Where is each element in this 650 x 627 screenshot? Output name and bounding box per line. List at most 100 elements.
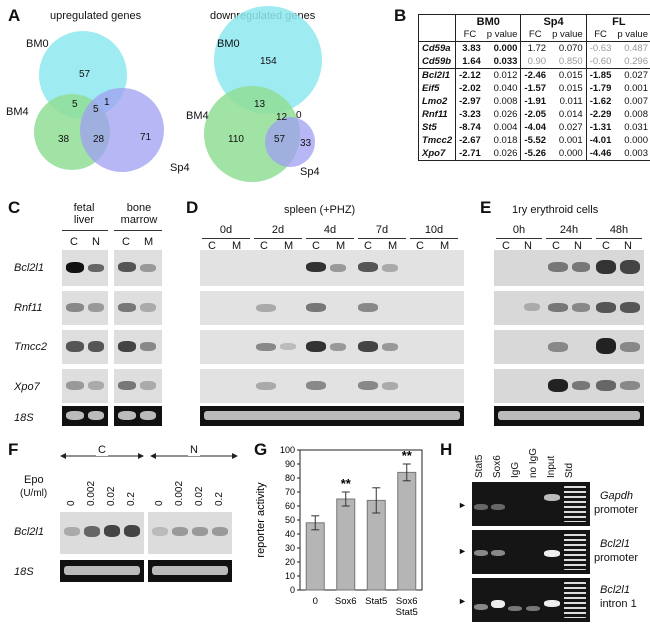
venn-up-bm4-only: 38 xyxy=(58,134,70,145)
table-group-sp4: Sp4 xyxy=(520,15,587,28)
table-cell: 0.026 xyxy=(493,109,518,120)
h-lane-label: Std xyxy=(564,462,575,478)
d-title: spleen (+PHZ) xyxy=(284,204,356,216)
f-dose-label: 0.2 xyxy=(126,492,137,506)
venn-down-bm4-sp4: 57 xyxy=(274,134,286,145)
f-dose-label: 0.02 xyxy=(194,486,205,506)
d-lane-m: M xyxy=(440,240,450,252)
table-group-bm0: BM0 xyxy=(455,15,521,28)
f-epo-unit: (U/ml) xyxy=(20,488,48,499)
venn-up-bm0-bm4: 5 xyxy=(72,99,78,110)
significance-mark: ** xyxy=(402,448,413,463)
f-dose-label: 0 xyxy=(66,500,77,506)
d-lane-c: C xyxy=(416,240,424,252)
e-blot-bcl2l1 xyxy=(494,250,644,286)
table-cell: 0.027 xyxy=(558,122,583,133)
panel-label-g: G xyxy=(254,440,268,459)
table-cell: -2.71 xyxy=(455,147,484,160)
table-cell: -4.46 xyxy=(585,147,615,160)
table-cell: -2.67 xyxy=(455,134,484,147)
f-18s-n xyxy=(148,560,232,582)
d-lane-c: C xyxy=(312,240,320,252)
reporter-activity-chart: 0 10 20 30 40 50 60 70 80 90 100 reporter activity 0… xyxy=(255,445,423,618)
table-cell: -5.26 xyxy=(520,147,550,160)
category-label: Stat5 xyxy=(396,607,418,618)
e-lane-n: N xyxy=(524,240,532,252)
c-divider-1 xyxy=(62,230,108,231)
e-18s xyxy=(494,406,644,426)
h-arrow-3: ► xyxy=(458,596,467,606)
c-gene-5: 18S xyxy=(14,412,34,424)
e-lane-c: C xyxy=(552,240,560,252)
h-gel-bcl2l1-promoter xyxy=(472,530,590,574)
d-time-label: 2d xyxy=(271,224,285,236)
table-cell: -0.60 xyxy=(585,55,615,69)
table-cell: -2.02 xyxy=(455,82,484,95)
c-group-fetal-liver: fetal liver xyxy=(73,202,95,226)
venn-down xyxy=(204,6,322,182)
table-gene: Lmo2 xyxy=(422,96,448,107)
table-cell: -1.79 xyxy=(585,82,615,95)
d-lane-c: C xyxy=(208,240,216,252)
y-tick-label: 60 xyxy=(285,501,295,511)
category-label: Sox6 xyxy=(396,596,418,607)
table-gene: Bcl2l1 xyxy=(422,70,450,81)
f-dose-label: 0 xyxy=(154,500,165,506)
y-tick-label: 40 xyxy=(285,529,295,539)
h-lane-label: Input xyxy=(546,455,557,478)
table-sub-fc: FC xyxy=(455,28,484,42)
d-blot-tmcc2 xyxy=(200,330,464,364)
c-blot-xpo7-bm xyxy=(114,369,162,403)
e-lane-n: N xyxy=(574,240,582,252)
c-gene-4: Xpo7 xyxy=(14,381,40,393)
table-cell: 0.000 xyxy=(624,135,648,146)
table-cell: -3.23 xyxy=(455,108,484,121)
venn-diagrams xyxy=(34,6,322,182)
c-divider-2 xyxy=(114,230,162,231)
y-tick-label: 100 xyxy=(280,445,295,455)
venn-up-all: 5 xyxy=(93,104,99,115)
f-gene-18s: 18S xyxy=(14,566,34,578)
h-lane-label: IgG xyxy=(510,461,521,478)
e-lane-c: C xyxy=(602,240,610,252)
table-group-fl: FL xyxy=(585,15,650,28)
table-row: Cd59b 1.64 0.033 0.90 0.850 -0.60 0.296 xyxy=(419,55,650,69)
e-blot-xpo7 xyxy=(494,369,644,403)
venn-down-label-bm0: BM0 xyxy=(217,38,240,50)
venn-up-bm0-only: 57 xyxy=(79,69,91,80)
c-lane-1: C xyxy=(70,236,78,248)
c-blot-rnf11-fl xyxy=(62,291,108,325)
table-cell: -8.74 xyxy=(455,121,484,134)
c-blot-rnf11-bm xyxy=(114,291,162,325)
e-time-label: 0h xyxy=(512,224,526,236)
venn-up-bm0-sp4: 1 xyxy=(104,97,110,108)
d-blot-rnf11 xyxy=(200,291,464,325)
venn-down-bm0-bm4: 13 xyxy=(254,99,266,110)
venn-down-label-bm4: BM4 xyxy=(186,110,209,122)
e-time-divider xyxy=(546,238,592,239)
category-label: Stat5 xyxy=(365,596,387,607)
f-dose-label: 0.02 xyxy=(106,486,117,506)
d-blot-xpo7 xyxy=(200,369,464,403)
table-cell: 0.012 xyxy=(493,70,518,81)
fold-change-table: BM0 Sp4 FL FC p value FC p value FC p va… xyxy=(418,14,650,161)
table-cell: 0.018 xyxy=(493,135,518,146)
venn-up-bm4-sp4: 28 xyxy=(93,134,105,145)
e-lane-n: N xyxy=(624,240,632,252)
c-group-bone-marrow: bone marrow xyxy=(120,202,158,226)
venn-up-label-bm0: BM0 xyxy=(26,38,49,50)
panel-label-h: H xyxy=(440,440,453,459)
h-lane-label: Sox6 xyxy=(492,455,503,478)
table-gene: Xpo7 xyxy=(422,148,446,159)
venn-down-bm0-only: 154 xyxy=(260,56,277,67)
f-18s-c xyxy=(60,560,144,582)
table-row: Tmcc2 -2.67 0.018 -5.52 0.001 -4.01 0.000 xyxy=(419,134,650,147)
h-lane-label: Stat5 xyxy=(474,454,485,478)
table-cell: 0.000 xyxy=(558,148,583,159)
venn-up-label-sp4: Sp4 xyxy=(170,162,190,174)
e-lane-c: C xyxy=(502,240,510,252)
c-lane-4: M xyxy=(144,236,154,248)
d-lane-m: M xyxy=(336,240,346,252)
f-group-c: C xyxy=(96,444,108,456)
d-time-label: 10d xyxy=(424,224,444,236)
